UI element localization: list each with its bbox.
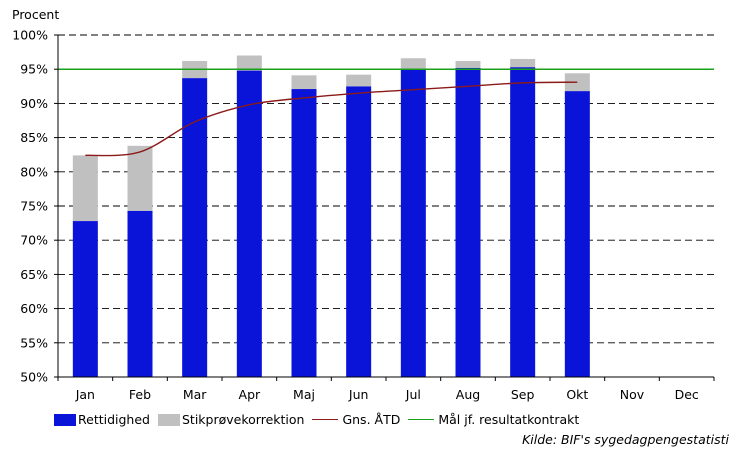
legend-swatch-gns-atd — [312, 419, 339, 420]
legend-label-stikproevekorrektion: Stikprøvekorrektion — [181, 412, 305, 427]
legend-item-maal: Mål jf. resultatkontrakt — [408, 412, 579, 427]
x-tick-label: Nov — [620, 387, 645, 402]
bar-stikproevekorrektion — [346, 74, 372, 87]
legend-label-gns-atd: Gns. ÅTD — [342, 412, 401, 427]
bar-stikproevekorrektion — [236, 55, 262, 71]
bar-rettidighed — [236, 70, 262, 378]
y-tick-label: 100% — [12, 28, 48, 43]
y-tick-label: 90% — [20, 96, 48, 111]
legend-item-stikproevekorrektion: Stikprøvekorrektion — [157, 412, 305, 427]
bar-stikproevekorrektion — [127, 145, 153, 211]
y-tick-label: 60% — [20, 301, 48, 316]
x-tick-label: Dec — [675, 387, 699, 402]
bar-rettidighed — [510, 67, 536, 377]
bar-stikproevekorrektion — [510, 58, 536, 68]
bar-rettidighed — [127, 210, 153, 377]
y-tick-label: 80% — [20, 164, 48, 179]
y-tick-label: 70% — [20, 233, 48, 248]
y-tick-label: 85% — [20, 130, 48, 145]
bar-rettidighed — [72, 221, 98, 377]
bar-rettidighed — [291, 89, 317, 377]
x-tick-label: Sep — [511, 387, 535, 402]
x-tick-label: Jul — [405, 387, 421, 402]
legend-item-gns-atd: Gns. ÅTD — [312, 412, 400, 427]
bar-rettidighed — [346, 86, 372, 378]
x-tick-label: Feb — [129, 387, 151, 402]
legend-swatch-rettidighed — [54, 413, 76, 426]
y-tick-label: 95% — [20, 62, 48, 77]
bar-stikproevekorrektion — [455, 60, 481, 68]
x-tick-label: Jun — [348, 387, 369, 402]
legend-label-rettidighed: Rettidighed — [78, 412, 150, 427]
legend-swatch-maal — [408, 419, 435, 420]
x-tick-label: Maj — [293, 387, 315, 402]
y-tick-label: 50% — [20, 370, 48, 385]
line-gns-atd — [85, 81, 578, 157]
source-note: Kilde: BIF's sygedagpengestatisti — [522, 432, 729, 447]
bar-stikproevekorrektion — [400, 58, 426, 70]
bar-rettidighed — [455, 67, 481, 377]
x-tick-label: Apr — [239, 387, 261, 402]
bar-rettidighed — [564, 91, 590, 377]
y-unit-label: Procent — [12, 7, 59, 22]
bar-stikproevekorrektion — [72, 155, 98, 222]
x-tick-label: Aug — [456, 387, 480, 402]
y-tick-label: 55% — [20, 335, 48, 350]
legend-label-maal: Mål jf. resultatkontrakt — [438, 412, 580, 427]
legend-swatch-stikproevekorrektion — [157, 413, 180, 426]
bar-stikproevekorrektion — [291, 75, 317, 90]
bar-rettidighed — [182, 78, 208, 377]
y-tick-label: 65% — [20, 267, 48, 282]
legend: Rettidighed Stikprøvekorrektion Gns. ÅTD… — [54, 412, 587, 427]
bar-rettidighed — [400, 69, 426, 377]
x-tick-label: Okt — [566, 387, 588, 402]
x-tick-label: Jan — [75, 387, 95, 402]
x-tick-label: Mar — [183, 387, 207, 402]
legend-item-rettidighed: Rettidighed — [54, 412, 150, 427]
y-tick-label: 75% — [20, 199, 48, 214]
